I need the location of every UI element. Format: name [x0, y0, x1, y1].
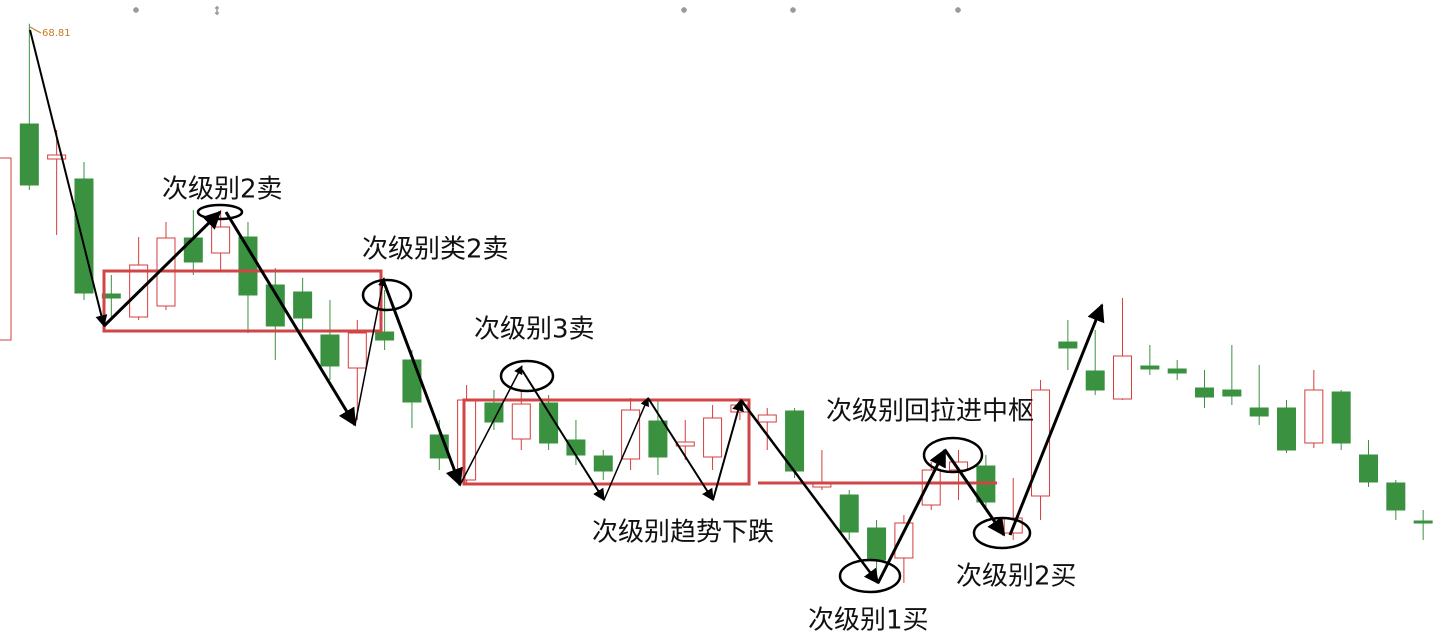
- candle-body: [1058, 341, 1078, 349]
- annotation: 次级别1买: [808, 606, 929, 636]
- candle-body: [1359, 454, 1378, 483]
- candle-body: [183, 237, 203, 263]
- candle-body: [1140, 365, 1160, 370]
- pivot-box: [462, 398, 751, 486]
- candle-body: [566, 439, 586, 456]
- candle-body: [1277, 407, 1297, 451]
- top-markers: [133, 6, 961, 15]
- annotation: 次级别回拉进中枢: [826, 397, 1034, 427]
- candle-body: [593, 455, 613, 472]
- candle-body: [47, 154, 67, 160]
- candle-body: [1167, 368, 1187, 374]
- candle-body: [1085, 370, 1105, 391]
- candle-body: [621, 409, 641, 460]
- candle-body: [293, 291, 313, 319]
- candle-body: [402, 359, 422, 403]
- candle-body: [921, 469, 941, 506]
- annotation: 次级别类2卖: [362, 235, 509, 265]
- candle-body: [839, 494, 859, 533]
- circles: [196, 203, 1032, 594]
- annotation: 次级别2卖: [162, 175, 283, 205]
- candle-body: [74, 178, 94, 294]
- candle-body: [1113, 355, 1133, 400]
- candle-body: [211, 226, 231, 254]
- high-label-pointer: [29, 26, 42, 34]
- annotation: 次级别3卖: [474, 315, 595, 345]
- annotations: 次级别2卖次级别类2卖次级别3卖次级别回拉进中枢次级别趋势下跌次级别1买次级别2…: [162, 175, 1077, 636]
- candle-body: [320, 334, 340, 367]
- candle-body: [1195, 387, 1215, 398]
- candle-body: [757, 414, 777, 423]
- candle-body: [1222, 389, 1242, 397]
- high-label: 68.81: [42, 28, 71, 39]
- candle-body: [0, 157, 12, 341]
- candle-body: [1386, 482, 1406, 511]
- overlays: [29, 29, 1105, 594]
- candle-body: [511, 403, 531, 440]
- candle-body: [1304, 389, 1324, 444]
- candle-body: [347, 332, 367, 369]
- arrows: [29, 29, 1105, 585]
- candle-body: [894, 522, 914, 559]
- candle-body: [375, 331, 395, 341]
- candle-body: [648, 420, 668, 458]
- candles: [0, 23, 1433, 583]
- candle-body: [1331, 391, 1351, 444]
- annotation: 次级别趋势下跌: [592, 518, 774, 548]
- candle-body: [484, 402, 504, 423]
- candle-body: [457, 399, 477, 481]
- pivot-box: [102, 269, 383, 333]
- candle-body: [101, 293, 121, 299]
- candle-body: [703, 417, 723, 458]
- candle-body: [19, 123, 39, 186]
- candle-body: [539, 402, 559, 444]
- annotation: 次级别2买: [956, 562, 1077, 592]
- candle-body: [1413, 520, 1433, 524]
- candle-body: [867, 527, 887, 561]
- candle-body: [1249, 407, 1269, 417]
